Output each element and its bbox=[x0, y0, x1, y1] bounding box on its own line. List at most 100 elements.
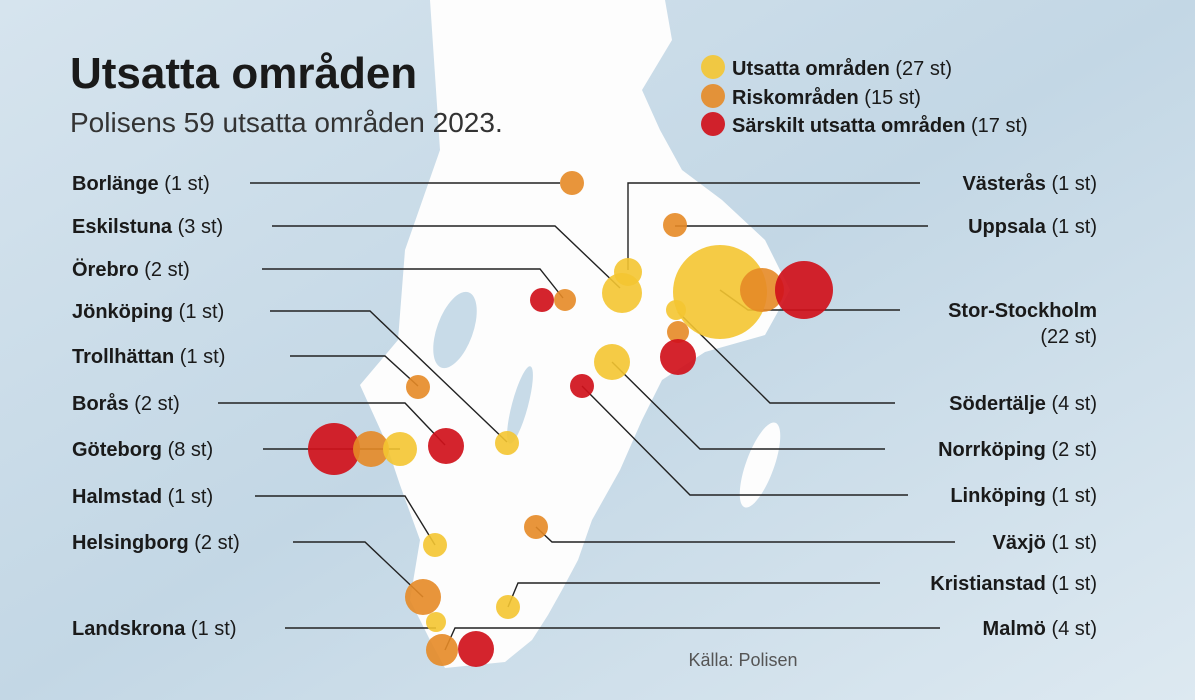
label-part: Borlänge bbox=[72, 173, 159, 195]
city-label: Norrköping (2 st) bbox=[938, 439, 1097, 461]
area-marker bbox=[667, 321, 689, 343]
label-part: (15 st) bbox=[864, 87, 921, 109]
label-part: (27 st) bbox=[895, 58, 952, 80]
area-marker bbox=[428, 428, 464, 464]
legend-dot bbox=[701, 112, 725, 136]
area-marker bbox=[426, 612, 446, 632]
city-label: Eskilstuna (3 st) bbox=[72, 216, 223, 238]
label-part: Västerås bbox=[962, 172, 1045, 195]
island bbox=[739, 422, 781, 508]
area-marker bbox=[496, 595, 520, 619]
area-marker bbox=[775, 261, 833, 319]
subtitle: Polisens 59 utsatta områden 2023. bbox=[70, 107, 503, 138]
leader-lines bbox=[218, 182, 955, 651]
city-label: Borås (2 st) bbox=[72, 392, 180, 415]
legend-item: Utsatta områden (27 st) bbox=[732, 57, 952, 80]
area-marker bbox=[406, 375, 430, 399]
lake bbox=[433, 291, 477, 369]
city-label: Västerås (1 st) bbox=[962, 172, 1097, 195]
label-part: (2 st) bbox=[144, 259, 190, 281]
label-part: (8 st) bbox=[168, 439, 214, 461]
city-label: Malmö (4 st) bbox=[983, 618, 1097, 640]
leader-line bbox=[218, 402, 446, 446]
leader-line bbox=[581, 385, 908, 496]
area-marker bbox=[554, 289, 576, 311]
leader-line bbox=[293, 541, 424, 598]
area-marker bbox=[602, 273, 642, 313]
label-part: (1 st) bbox=[1051, 216, 1097, 238]
label-part: (2 st) bbox=[194, 532, 240, 554]
label-part: Landskrona bbox=[72, 618, 186, 640]
leader-line bbox=[272, 225, 621, 289]
label-part: (4 st) bbox=[1051, 393, 1097, 415]
area-marker bbox=[673, 245, 767, 339]
area-marker bbox=[740, 268, 784, 312]
city-label: Linköping (1 st) bbox=[950, 485, 1097, 507]
area-marker bbox=[426, 634, 458, 666]
city-label: Södertälje (4 st) bbox=[949, 393, 1097, 415]
leader-line bbox=[677, 311, 895, 404]
leader-line bbox=[611, 361, 885, 450]
label-part: (1 st) bbox=[180, 346, 226, 368]
label-part: (1 st) bbox=[1051, 485, 1097, 507]
source: Källa: Polisen bbox=[688, 650, 797, 670]
area-marker bbox=[660, 339, 696, 375]
city-label: Jönköping (1 st) bbox=[72, 301, 224, 323]
city-label: Landskrona (1 st) bbox=[72, 618, 236, 640]
area-marker bbox=[666, 300, 686, 320]
area-marker bbox=[663, 213, 687, 237]
label-part: Eskilstuna bbox=[72, 216, 173, 238]
label-part: (4 st) bbox=[1051, 618, 1097, 640]
label-part: (1 st) bbox=[168, 486, 214, 508]
label-part: Särskilt utsatta områden bbox=[732, 114, 965, 137]
label-part: (3 st) bbox=[178, 216, 224, 238]
area-marker bbox=[405, 579, 441, 615]
city-label: Helsingborg (2 st) bbox=[72, 532, 240, 554]
city-label: Örebro (2 st) bbox=[72, 258, 190, 281]
label-part: (1 st) bbox=[179, 301, 225, 323]
leader-line bbox=[627, 182, 920, 270]
label-part: Linköping bbox=[950, 485, 1046, 507]
label-part: (1 st) bbox=[1051, 173, 1097, 195]
area-marker bbox=[458, 631, 494, 667]
label-part: Borås bbox=[72, 392, 129, 415]
right-labels: Västerås (1 st) Uppsala (1 st) Stor-Stoc… bbox=[930, 172, 1097, 640]
legend-item: Riskområden (15 st) bbox=[732, 86, 921, 109]
lake bbox=[507, 366, 533, 444]
label-part: Örebro bbox=[72, 258, 139, 281]
land bbox=[360, 0, 790, 668]
leader-line bbox=[255, 495, 436, 546]
label-part: (17 st) bbox=[971, 115, 1028, 137]
label-part: (1 st) bbox=[1051, 532, 1097, 554]
area-marker bbox=[495, 431, 519, 455]
city-label: Trollhättan (1 st) bbox=[72, 346, 225, 368]
city-label: Halmstad (1 st) bbox=[72, 486, 213, 508]
area-marker bbox=[308, 423, 360, 475]
city-count: (22 st) bbox=[1040, 326, 1097, 348]
leader-line bbox=[290, 355, 419, 387]
label-part: Södertälje bbox=[949, 393, 1046, 415]
city-label: Göteborg (8 st) bbox=[72, 439, 213, 461]
label-part: Jönköping bbox=[72, 301, 173, 323]
city-label: Uppsala (1 st) bbox=[968, 216, 1097, 238]
area-marker bbox=[524, 515, 548, 539]
area-marker bbox=[560, 171, 584, 195]
area-marker bbox=[594, 344, 630, 380]
label-part: Utsatta områden bbox=[732, 57, 890, 80]
label-part: Norrköping bbox=[938, 439, 1046, 461]
label-part: Riskområden bbox=[732, 86, 859, 109]
label-part: (1 st) bbox=[164, 173, 210, 195]
title: Utsatta områden bbox=[70, 49, 417, 98]
city-label: Kristianstad (1 st) bbox=[930, 573, 1097, 595]
city-label: Stor-Stockholm bbox=[948, 300, 1097, 322]
area-marker bbox=[423, 533, 447, 557]
label-part: Kristianstad bbox=[930, 573, 1046, 595]
left-labels: Borlänge (1 st) Eskilstuna (3 st) Örebro… bbox=[72, 173, 240, 640]
label-part: (2 st) bbox=[134, 393, 180, 415]
leader-line bbox=[262, 268, 564, 299]
area-marker bbox=[530, 288, 554, 312]
label-part: Halmstad bbox=[72, 486, 162, 508]
legend-item: Särskilt utsatta områden (17 st) bbox=[732, 114, 1028, 137]
